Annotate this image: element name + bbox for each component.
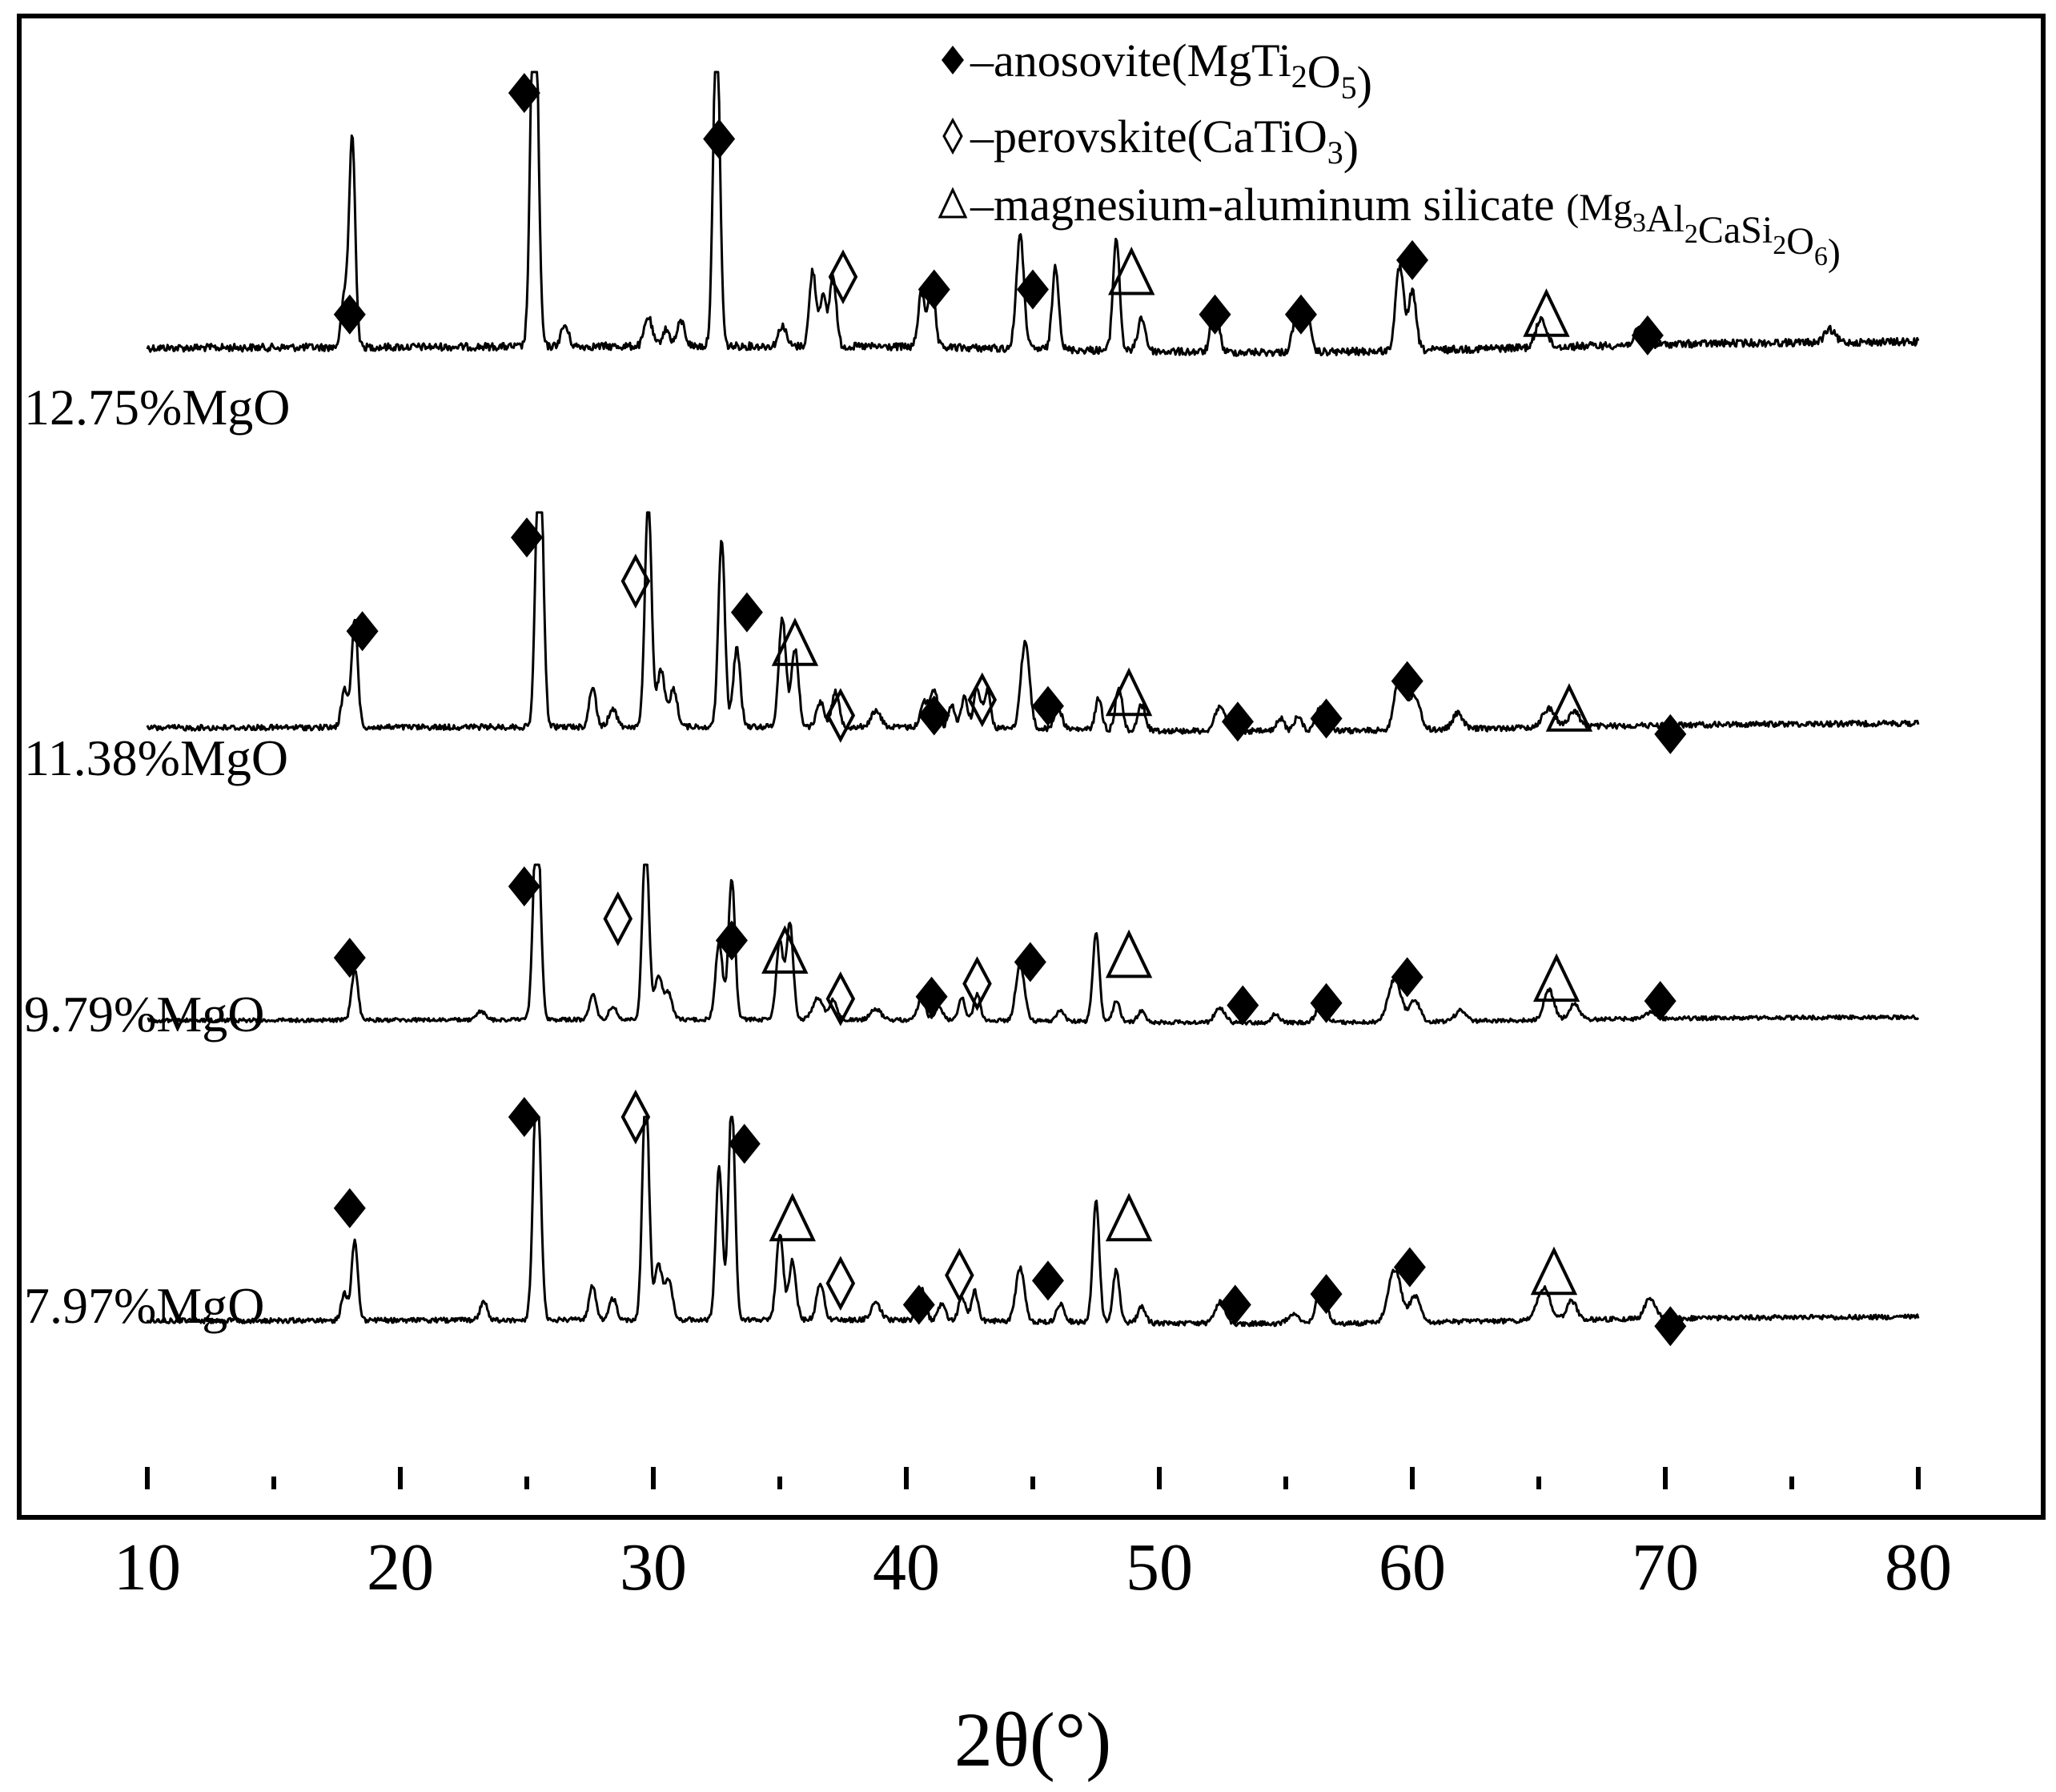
- magnesium-aluminum-silicate-marker: [1545, 683, 1593, 732]
- x-tick-label: 40: [873, 1530, 940, 1605]
- anosovite-marker: [728, 1123, 761, 1164]
- x-tick-label: 20: [367, 1530, 434, 1605]
- perovskite-marker: [967, 672, 998, 728]
- anosovite-marker: [1396, 239, 1428, 280]
- magnesium-aluminum-silicate-marker: [771, 617, 819, 666]
- anosovite-marker: [1227, 985, 1259, 1026]
- legend-silicate-symbol: [938, 187, 968, 219]
- magnesium-aluminum-silicate-marker: [769, 1192, 816, 1242]
- anosovite-marker: [715, 920, 748, 961]
- x-axis-ticks: [145, 1467, 1921, 1489]
- anosovite-marker: [1219, 1284, 1251, 1325]
- legend: –anosovite(MgTi2O5)–perovskite(CaTiO3)–m…: [938, 34, 1841, 274]
- anosovite-marker: [1391, 957, 1424, 998]
- magnesium-aluminum-silicate-marker: [1105, 667, 1153, 717]
- anosovite-marker: [915, 976, 948, 1017]
- perovskite-marker: [825, 971, 856, 1027]
- perovskite-marker: [828, 249, 858, 305]
- anosovite-marker: [918, 269, 950, 310]
- anosovite-marker: [1031, 1260, 1064, 1301]
- anosovite-marker: [1631, 315, 1664, 356]
- legend-anosovite-symbol: [942, 46, 964, 74]
- anosovite-marker: [918, 695, 950, 736]
- anosovite-marker: [902, 1284, 935, 1325]
- legend-entry-label: –perovskite(CaTiO3): [970, 110, 1359, 174]
- anosovite-marker: [1014, 942, 1046, 982]
- anosovite-marker: [508, 1097, 540, 1137]
- anosovite-marker: [333, 1187, 366, 1228]
- anosovite-marker: [511, 517, 543, 558]
- series-label: 11.38%MgO: [24, 729, 288, 786]
- series-line-9.79%MgO: [147, 863, 1920, 1026]
- anosovite-marker: [1654, 1306, 1687, 1347]
- x-tick-label: 10: [114, 1530, 181, 1605]
- magnesium-aluminum-silicate-marker: [1530, 1246, 1578, 1296]
- perovskite-marker: [620, 1089, 651, 1145]
- series-label: 9.79%MgO: [24, 986, 264, 1043]
- phase-markers: [333, 73, 1687, 1347]
- perovskite-marker: [962, 956, 992, 1011]
- anosovite-marker: [730, 592, 763, 633]
- magnesium-aluminum-silicate-marker: [1532, 953, 1580, 1002]
- perovskite-marker: [620, 553, 651, 609]
- magnesium-aluminum-silicate-marker: [1108, 246, 1155, 295]
- anosovite-marker: [1284, 294, 1317, 335]
- x-tick-label: 70: [1632, 1530, 1699, 1605]
- x-tick-label: 80: [1885, 1530, 1952, 1605]
- anosovite-marker: [1221, 701, 1254, 742]
- anosovite-marker: [1310, 1274, 1343, 1315]
- series-label: 12.75%MgO: [24, 379, 290, 436]
- anosovite-marker: [1031, 685, 1064, 726]
- anosovite-marker: [346, 611, 379, 652]
- magnesium-aluminum-silicate-marker: [1105, 929, 1153, 978]
- anosovite-marker: [1654, 713, 1687, 754]
- perovskite-marker: [603, 891, 633, 946]
- legend-entry-label: –anosovite(MgTi2O5): [970, 34, 1372, 109]
- anosovite-marker: [1393, 1247, 1426, 1288]
- x-tick-label: 30: [620, 1530, 687, 1605]
- anosovite-marker: [1310, 982, 1343, 1023]
- plot-frame: [17, 14, 2046, 1520]
- anosovite-marker: [1017, 269, 1049, 310]
- series-label: 7.97%MgO: [24, 1277, 264, 1334]
- perovskite-marker: [825, 1256, 856, 1311]
- x-tick-label: 60: [1379, 1530, 1446, 1605]
- x-tick-label: 50: [1126, 1530, 1193, 1605]
- x-axis-tick-labels: 10 20 30 40 50 60 70 80: [114, 1530, 1952, 1605]
- anosovite-marker: [1199, 294, 1231, 335]
- anosovite-marker: [333, 294, 366, 335]
- perovskite-marker: [945, 1248, 974, 1303]
- anosovite-marker: [1644, 981, 1677, 1022]
- anosovite-marker: [333, 938, 366, 978]
- magnesium-aluminum-silicate-marker: [1105, 1192, 1153, 1242]
- series-line-12.75%MgO: [146, 70, 1920, 357]
- anosovite-marker: [703, 119, 736, 159]
- magnesium-aluminum-silicate-marker: [1523, 288, 1570, 337]
- series-traces: [146, 70, 1920, 1328]
- legend-perovskite-symbol: [942, 117, 963, 155]
- anosovite-marker: [508, 866, 540, 906]
- perovskite-marker: [825, 688, 856, 743]
- magnesium-aluminum-silicate-marker: [761, 925, 809, 974]
- legend-entry-label: –magnesium-aluminum silicate (Mg3Al2CaSi…: [970, 179, 1841, 274]
- series-labels: 12.75%MgO 11.38%MgO 9.79%MgO 7.97%MgO: [24, 379, 290, 1334]
- series-line-7.97%MgO: [146, 1115, 1920, 1328]
- series-line-11.38%MgO: [146, 511, 1920, 735]
- anosovite-marker: [508, 73, 540, 114]
- x-axis-label: 2θ(°): [954, 1697, 1111, 1782]
- anosovite-marker: [1310, 698, 1343, 739]
- anosovite-marker: [1391, 661, 1424, 701]
